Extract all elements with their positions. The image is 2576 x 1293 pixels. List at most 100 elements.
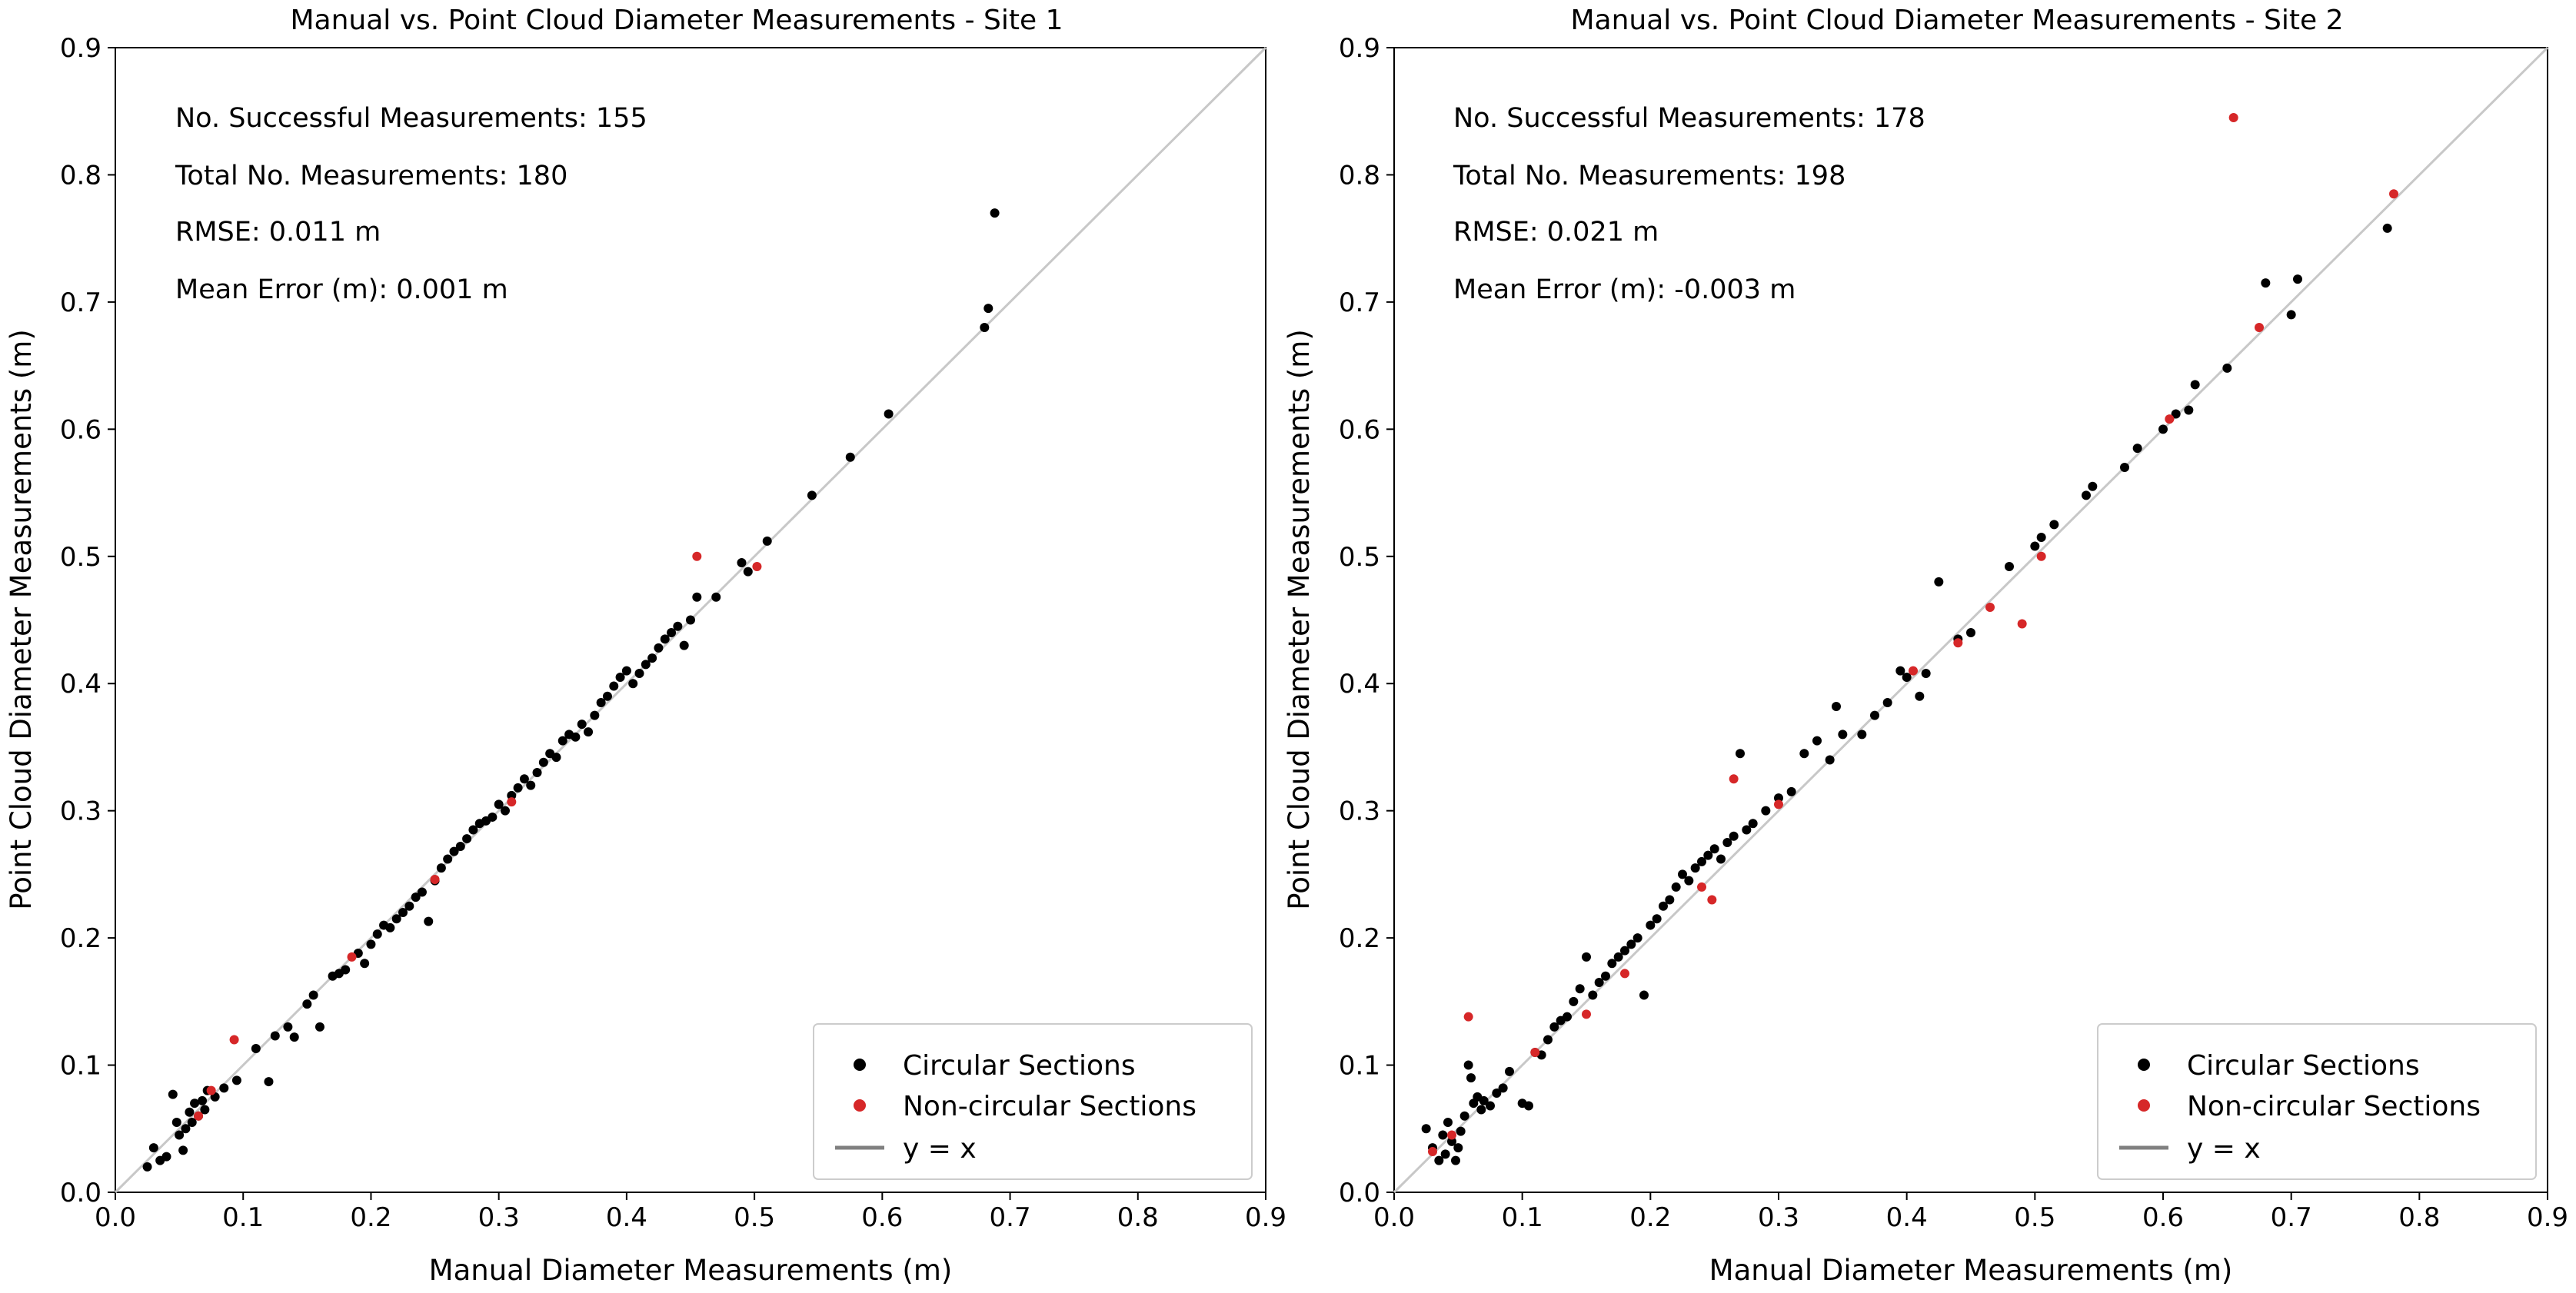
circular-section-point bbox=[264, 1077, 274, 1087]
circular-section-point bbox=[1549, 1022, 1559, 1032]
circular-section-point bbox=[1748, 819, 1758, 829]
circular-section-point bbox=[1443, 1118, 1453, 1128]
circular-section-point bbox=[1447, 1136, 1456, 1146]
circular-section-point bbox=[641, 660, 651, 670]
circular-section-point bbox=[1671, 882, 1681, 892]
x-tick-label: 0.5 bbox=[734, 1202, 775, 1233]
circular-section-point bbox=[1678, 869, 1687, 879]
circular-section-point bbox=[1742, 825, 1752, 835]
circular-section-point bbox=[1646, 920, 1656, 930]
circular-section-point bbox=[1451, 1155, 1460, 1165]
circular-section-point bbox=[667, 628, 677, 638]
circular-section-point bbox=[507, 790, 517, 800]
legend-label-yx: y = x bbox=[2187, 1133, 2261, 1165]
circular-section-point bbox=[1434, 1155, 1444, 1165]
circular-section-point bbox=[1626, 939, 1636, 949]
circular-section-point bbox=[200, 1105, 210, 1115]
noncircular-section-point bbox=[507, 797, 517, 807]
x-tick-label: 0.4 bbox=[606, 1202, 647, 1233]
circular-section-point bbox=[513, 783, 523, 793]
noncircular-section-point bbox=[1909, 666, 1918, 676]
circular-section-point bbox=[1575, 984, 1585, 994]
circular-section-point bbox=[494, 799, 504, 809]
circular-section-point bbox=[366, 939, 376, 949]
x-tick-label: 0.2 bbox=[1629, 1202, 1671, 1233]
y-tick-label: 0.1 bbox=[60, 1051, 102, 1082]
circular-section-point bbox=[341, 965, 351, 975]
circular-section-point bbox=[391, 914, 401, 924]
circular-section-point bbox=[1703, 850, 1713, 860]
circular-section-point bbox=[2261, 278, 2271, 288]
chart-panel-site-2: Manual vs. Point Cloud Diameter Measurem… bbox=[1283, 5, 2568, 1287]
circular-section-point bbox=[1812, 736, 1822, 746]
circular-section-point bbox=[2286, 310, 2296, 320]
x-tick-label: 0.7 bbox=[2271, 1202, 2312, 1233]
legend-label-noncircular: Non-circular Sections bbox=[903, 1091, 1196, 1122]
x-tick-label: 0.3 bbox=[478, 1202, 520, 1233]
circular-section-point bbox=[679, 640, 689, 650]
noncircular-section-point bbox=[1985, 602, 1995, 612]
circular-section-point bbox=[2030, 541, 2040, 551]
circular-section-point bbox=[526, 780, 536, 790]
noncircular-section-point bbox=[194, 1111, 204, 1121]
x-axis-label: Manual Diameter Measurements (m) bbox=[429, 1254, 953, 1287]
circular-section-point bbox=[2005, 562, 2014, 572]
x-tick-label: 0.8 bbox=[1117, 1202, 1159, 1233]
circular-section-point bbox=[443, 854, 453, 864]
circular-section-point bbox=[424, 916, 434, 926]
x-tick-label: 0.9 bbox=[1245, 1202, 1286, 1233]
noncircular-section-point bbox=[1530, 1048, 1540, 1058]
circular-section-point bbox=[845, 452, 855, 462]
circular-section-point bbox=[1463, 1060, 1473, 1070]
circular-section-point bbox=[1722, 838, 1732, 848]
circular-section-point bbox=[1601, 971, 1610, 981]
y-tick-label: 0.7 bbox=[1339, 288, 1380, 318]
circular-section-point bbox=[686, 615, 695, 625]
circular-section-point bbox=[315, 1022, 324, 1032]
circular-section-point bbox=[1594, 978, 1604, 988]
circular-section-point bbox=[283, 1022, 293, 1032]
noncircular-section-point bbox=[2389, 189, 2398, 199]
y-tick-label: 0.8 bbox=[60, 160, 102, 191]
y-tick-label: 0.3 bbox=[1339, 796, 1380, 827]
noncircular-section-point bbox=[1620, 969, 1629, 979]
circular-section-point bbox=[2158, 424, 2168, 434]
noncircular-section-point bbox=[1428, 1147, 1437, 1157]
circular-section-point bbox=[1799, 749, 1809, 759]
legend-label-noncircular: Non-circular Sections bbox=[2187, 1091, 2481, 1122]
circular-section-point bbox=[2036, 532, 2046, 542]
circular-section-point bbox=[302, 999, 312, 1009]
y-tick-label: 0.2 bbox=[60, 923, 102, 954]
circular-section-point bbox=[1466, 1073, 1476, 1083]
circular-section-point bbox=[449, 846, 459, 856]
circular-section-point bbox=[1459, 1111, 1469, 1121]
circular-section-point bbox=[1870, 710, 1879, 720]
circular-section-point bbox=[187, 1118, 197, 1128]
y-tick-label: 0.7 bbox=[60, 288, 102, 318]
x-tick-label: 0.9 bbox=[2527, 1202, 2568, 1233]
circular-section-point bbox=[1456, 1126, 1466, 1136]
circular-section-point bbox=[615, 672, 625, 682]
circular-section-point bbox=[1476, 1105, 1486, 1115]
circular-section-point bbox=[1774, 793, 1783, 803]
circular-section-point bbox=[270, 1031, 280, 1041]
circular-section-point bbox=[1902, 672, 1912, 682]
circular-section-point bbox=[289, 1032, 299, 1042]
chart-panel-site-1: Manual vs. Point Cloud Diameter Measurem… bbox=[5, 5, 1286, 1287]
circular-section-point bbox=[462, 834, 472, 844]
circular-section-point bbox=[436, 863, 446, 873]
noncircular-section-point bbox=[1953, 638, 1963, 648]
circular-section-point bbox=[673, 621, 683, 631]
circular-section-point bbox=[1438, 1130, 1448, 1140]
circular-section-point bbox=[1588, 990, 1598, 1000]
circular-section-point bbox=[2120, 462, 2129, 472]
plot-frame bbox=[115, 47, 1266, 1193]
noncircular-section-point bbox=[2255, 322, 2264, 332]
legend-marker-noncircular bbox=[854, 1099, 866, 1112]
circular-section-point bbox=[1934, 577, 1944, 587]
x-tick-label: 0.0 bbox=[95, 1202, 136, 1233]
circular-section-point bbox=[1479, 1095, 1489, 1105]
circular-section-point bbox=[1716, 854, 1726, 864]
stat-total-measurements: Total No. Measurements: 198 bbox=[1453, 161, 1845, 191]
circular-section-point bbox=[1825, 755, 1835, 765]
